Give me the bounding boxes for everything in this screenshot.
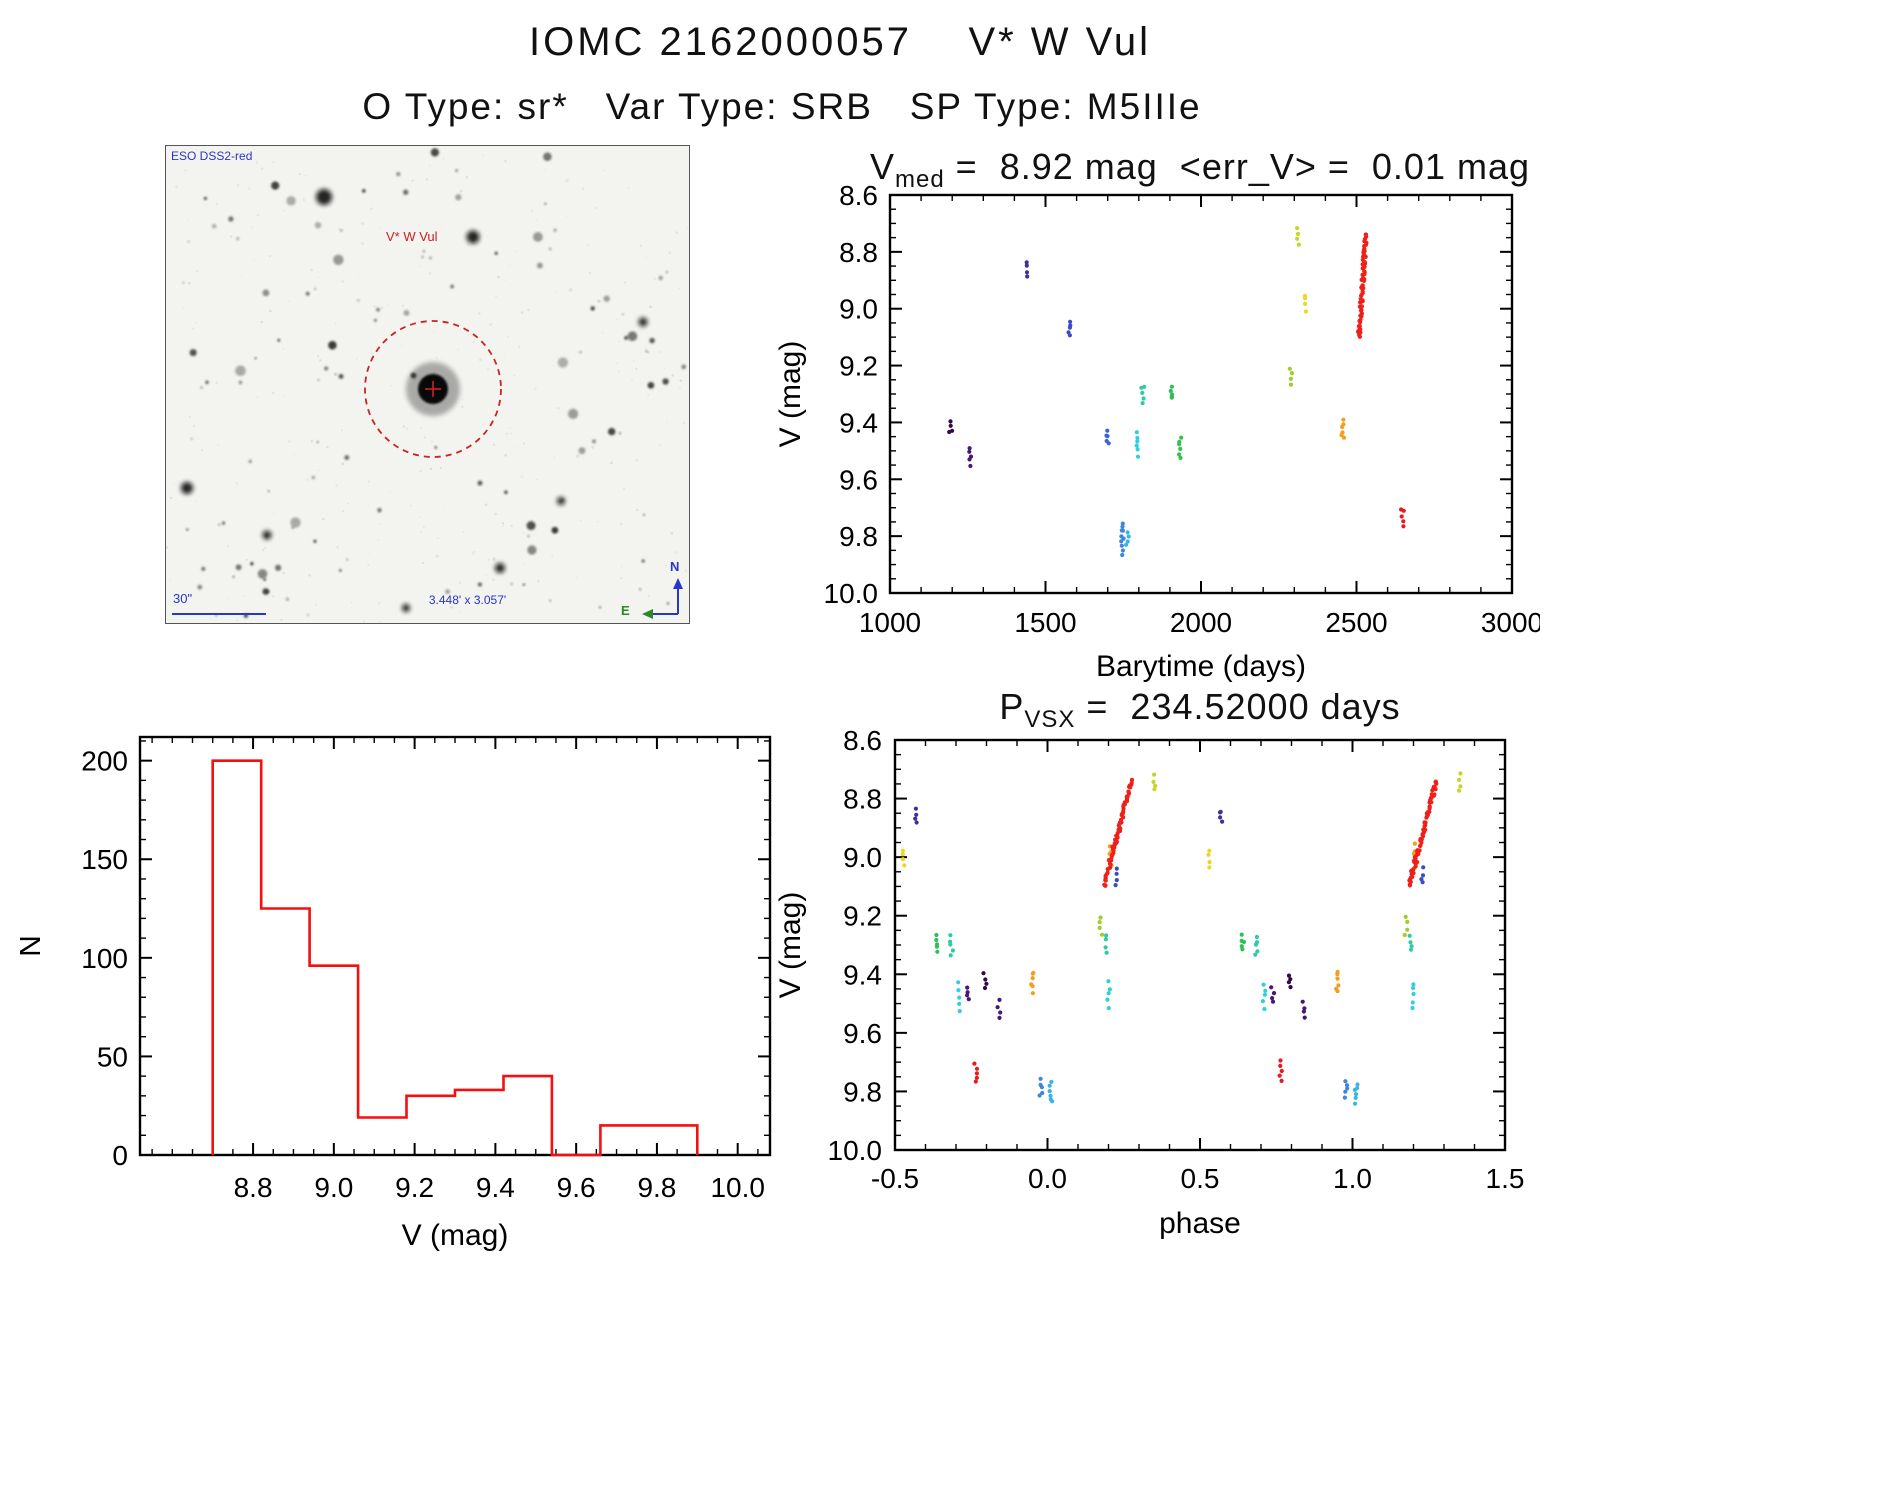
phase-plot-title: PVSX = 234.52000 days bbox=[999, 686, 1401, 734]
svg-text:9.0: 9.0 bbox=[839, 294, 878, 325]
svg-text:150: 150 bbox=[81, 844, 128, 875]
lightcurve-plot: 1000 1500 2000 2500 3000 8.6 8.8 9.0 9.2 9.4 9.6 9.… bbox=[774, 180, 1540, 683]
svg-text:10.0: 10.0 bbox=[710, 1172, 765, 1203]
svg-text:8.6: 8.6 bbox=[839, 180, 878, 211]
svg-text:10.0: 10.0 bbox=[824, 578, 879, 609]
survey-label: ESO DSS2-red bbox=[171, 149, 253, 163]
svg-text:9.8: 9.8 bbox=[843, 1076, 882, 1107]
svg-text:Barytime (days): Barytime (days) bbox=[1096, 650, 1306, 683]
svg-text:0.0: 0.0 bbox=[1028, 1163, 1067, 1194]
field-of-view-label: 3.448' x 3.057' bbox=[428, 593, 507, 607]
magnitude-histogram-plot: 8.8 9.0 9.2 9.4 9.6 9.8 10.0 0 50 100 150 200 V (mag… bbox=[20, 735, 772, 1252]
svg-text:1.5: 1.5 bbox=[1486, 1163, 1525, 1194]
svg-text:-0.5: -0.5 bbox=[871, 1163, 919, 1194]
svg-text:9.0: 9.0 bbox=[314, 1172, 353, 1203]
lightcurve-title: Vmed = 8.92 mag <err_V> = 0.01 mag bbox=[869, 146, 1531, 194]
svg-text:V (mag): V (mag) bbox=[402, 1219, 509, 1252]
svg-text:9.2: 9.2 bbox=[395, 1172, 434, 1203]
svg-text:3000: 3000 bbox=[1481, 607, 1540, 638]
svg-text:9.6: 9.6 bbox=[839, 464, 878, 495]
svg-text:100: 100 bbox=[81, 943, 128, 974]
phase-folded-plot: -0.5 0.0 0.5 1.0 1.5 8.6 8.8 9.0 9.2 9.4 9.6 9.8 10.… bbox=[774, 730, 1525, 1240]
svg-text:9.2: 9.2 bbox=[843, 901, 882, 932]
finder-chart: ESO DSS2-red V* W Vul 30" 3.448' x 3.057… bbox=[165, 145, 690, 624]
svg-text:0.5: 0.5 bbox=[1181, 1163, 1220, 1194]
svg-text:9.4: 9.4 bbox=[839, 407, 878, 438]
svg-text:8.8: 8.8 bbox=[843, 784, 882, 815]
svg-text:8.8: 8.8 bbox=[839, 237, 878, 268]
svg-text:0: 0 bbox=[112, 1140, 128, 1171]
svg-text:9.8: 9.8 bbox=[637, 1172, 676, 1203]
svg-text:9.4: 9.4 bbox=[476, 1172, 515, 1203]
svg-text:N: N bbox=[20, 935, 47, 957]
svg-text:50: 50 bbox=[97, 1041, 128, 1072]
svg-text:1000: 1000 bbox=[859, 607, 921, 638]
target-star-label: V* W Vul bbox=[386, 229, 438, 244]
svg-text:9.6: 9.6 bbox=[843, 1018, 882, 1049]
svg-text:10.0: 10.0 bbox=[828, 1135, 883, 1166]
svg-text:9.4: 9.4 bbox=[843, 959, 882, 990]
star-field-image bbox=[166, 146, 688, 623]
svg-text:1500: 1500 bbox=[1014, 607, 1076, 638]
svg-text:phase: phase bbox=[1159, 1207, 1241, 1240]
svg-text:200: 200 bbox=[81, 746, 128, 777]
page-title: IOMC 2162000057 V* W Vul bbox=[528, 20, 1151, 64]
svg-text:8.8: 8.8 bbox=[234, 1172, 273, 1203]
svg-text:2500: 2500 bbox=[1325, 607, 1387, 638]
scale-bar-label: 30" bbox=[173, 591, 193, 606]
svg-text:9.8: 9.8 bbox=[839, 521, 878, 552]
compass-north-label: N bbox=[670, 559, 680, 574]
svg-text:9.6: 9.6 bbox=[557, 1172, 596, 1203]
svg-text:V (mag): V (mag) bbox=[774, 892, 807, 999]
svg-text:2000: 2000 bbox=[1170, 607, 1232, 638]
svg-text:9.2: 9.2 bbox=[839, 351, 878, 382]
svg-text:8.6: 8.6 bbox=[843, 730, 882, 756]
svg-text:1.0: 1.0 bbox=[1333, 1163, 1372, 1194]
page-subtitle: O Type: sr* Var Type: SRB SP Type: M5III… bbox=[362, 86, 1202, 127]
compass-east-label: E bbox=[621, 603, 630, 618]
svg-text:9.0: 9.0 bbox=[843, 842, 882, 873]
svg-text:V (mag): V (mag) bbox=[774, 341, 807, 448]
